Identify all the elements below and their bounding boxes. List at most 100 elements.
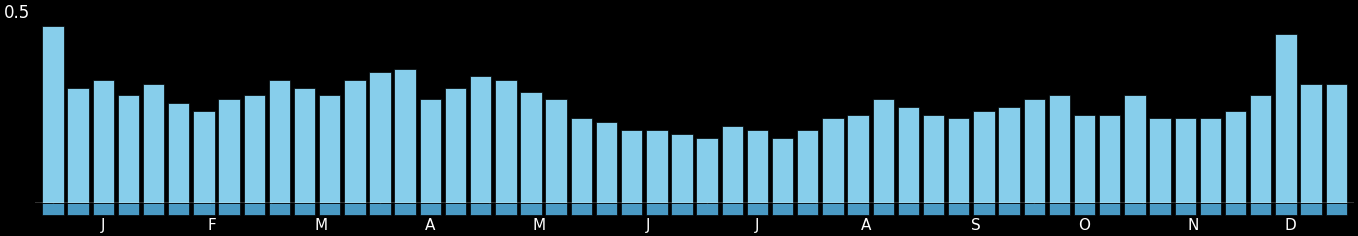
Bar bbox=[68, 203, 88, 215]
Bar bbox=[420, 99, 441, 203]
Text: D: D bbox=[1285, 218, 1296, 233]
Bar bbox=[721, 203, 743, 215]
Text: S: S bbox=[971, 218, 980, 233]
Bar bbox=[1249, 203, 1271, 215]
Bar bbox=[143, 203, 164, 215]
Bar bbox=[948, 118, 970, 203]
Bar bbox=[697, 138, 718, 203]
Bar bbox=[394, 203, 416, 215]
Bar bbox=[923, 114, 944, 203]
Bar bbox=[898, 107, 919, 203]
Bar bbox=[293, 88, 315, 203]
Bar bbox=[873, 203, 894, 215]
Bar bbox=[1124, 95, 1146, 203]
Bar bbox=[1325, 84, 1347, 203]
Text: M: M bbox=[532, 218, 546, 233]
Bar bbox=[1149, 118, 1171, 203]
Bar bbox=[344, 80, 365, 203]
Bar bbox=[822, 118, 843, 203]
Text: J: J bbox=[100, 218, 106, 233]
Bar bbox=[496, 203, 516, 215]
Bar bbox=[797, 203, 819, 215]
Bar bbox=[445, 88, 466, 203]
Bar bbox=[219, 203, 240, 215]
Bar bbox=[974, 111, 994, 203]
Bar bbox=[168, 103, 189, 203]
Bar bbox=[546, 203, 566, 215]
Bar bbox=[1024, 99, 1044, 203]
Bar bbox=[168, 203, 189, 215]
Bar bbox=[1199, 203, 1221, 215]
Bar bbox=[621, 203, 642, 215]
Bar bbox=[1048, 95, 1070, 203]
Bar bbox=[697, 203, 718, 215]
Bar bbox=[243, 203, 265, 215]
Bar bbox=[269, 80, 291, 203]
Bar bbox=[193, 203, 215, 215]
Bar bbox=[243, 95, 265, 203]
Bar bbox=[923, 203, 944, 215]
Bar bbox=[1149, 203, 1171, 215]
Bar bbox=[570, 203, 592, 215]
Bar bbox=[1199, 118, 1221, 203]
Bar bbox=[42, 203, 64, 215]
Text: N: N bbox=[1188, 218, 1199, 233]
Bar bbox=[92, 80, 114, 203]
Bar bbox=[1249, 95, 1271, 203]
Bar bbox=[369, 203, 391, 215]
Bar bbox=[118, 203, 139, 215]
Bar bbox=[68, 88, 88, 203]
Bar bbox=[621, 130, 642, 203]
Bar bbox=[771, 138, 793, 203]
Bar bbox=[394, 69, 416, 203]
Bar bbox=[445, 203, 466, 215]
Bar bbox=[646, 203, 668, 215]
Bar bbox=[520, 203, 542, 215]
Bar bbox=[1074, 114, 1096, 203]
Bar bbox=[520, 92, 542, 203]
Text: O: O bbox=[1078, 218, 1090, 233]
Text: M: M bbox=[315, 218, 327, 233]
Bar bbox=[596, 122, 617, 203]
Bar bbox=[546, 99, 566, 203]
Text: A: A bbox=[425, 218, 436, 233]
Bar bbox=[974, 203, 994, 215]
Bar bbox=[1024, 203, 1044, 215]
Bar bbox=[747, 130, 769, 203]
Bar bbox=[1301, 84, 1321, 203]
Text: J: J bbox=[646, 218, 650, 233]
Bar bbox=[1175, 118, 1196, 203]
Bar bbox=[1275, 203, 1297, 215]
Bar bbox=[847, 203, 869, 215]
Bar bbox=[873, 99, 894, 203]
Bar bbox=[998, 107, 1020, 203]
Bar bbox=[470, 76, 492, 203]
Bar bbox=[822, 203, 843, 215]
Bar bbox=[269, 203, 291, 215]
Bar bbox=[1175, 203, 1196, 215]
Text: A: A bbox=[861, 218, 872, 233]
Bar bbox=[319, 203, 341, 215]
Bar bbox=[671, 134, 693, 203]
Bar bbox=[596, 203, 617, 215]
Bar bbox=[998, 203, 1020, 215]
Bar bbox=[470, 203, 492, 215]
Bar bbox=[420, 203, 441, 215]
Text: F: F bbox=[208, 218, 216, 233]
Bar bbox=[948, 203, 970, 215]
Bar bbox=[344, 203, 365, 215]
Bar bbox=[42, 26, 64, 203]
Bar bbox=[570, 118, 592, 203]
Bar bbox=[496, 80, 516, 203]
Bar bbox=[1325, 203, 1347, 215]
Bar bbox=[293, 203, 315, 215]
Bar bbox=[1225, 111, 1247, 203]
Bar bbox=[1301, 203, 1321, 215]
Bar bbox=[898, 203, 919, 215]
Bar bbox=[1225, 203, 1247, 215]
Bar bbox=[1074, 203, 1096, 215]
Text: J: J bbox=[755, 218, 759, 233]
Bar bbox=[721, 126, 743, 203]
Bar bbox=[646, 130, 668, 203]
Bar bbox=[369, 72, 391, 203]
